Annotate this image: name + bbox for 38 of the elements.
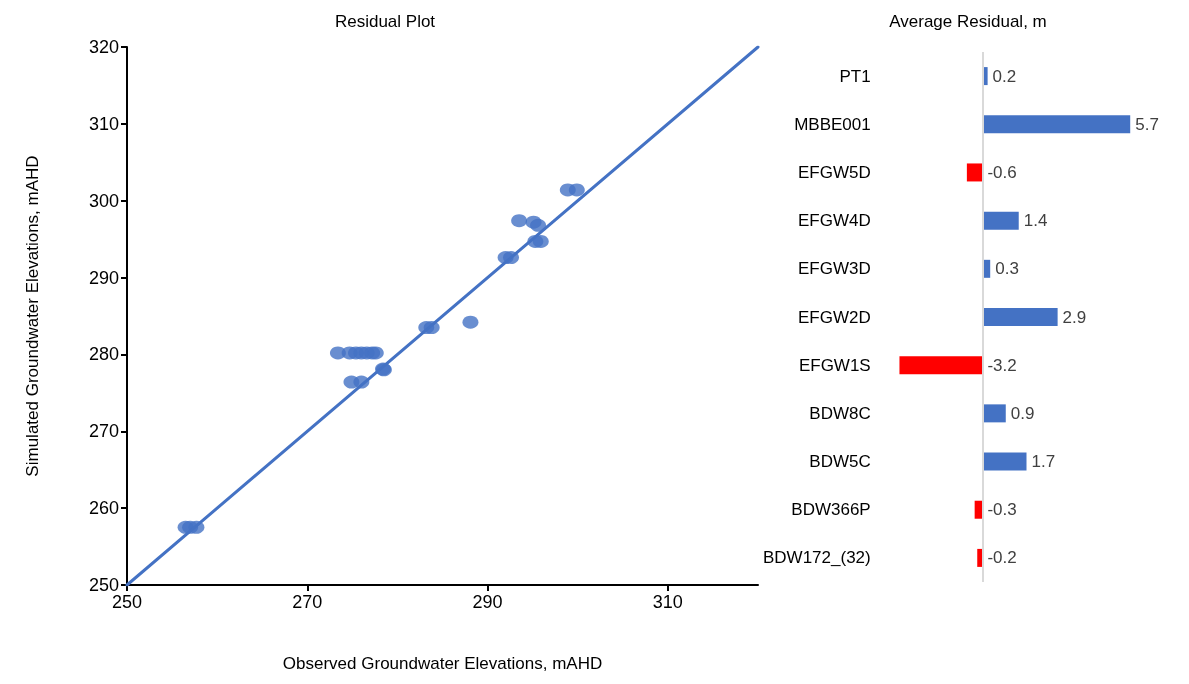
data-label: 0.2 — [992, 66, 1017, 86]
y-tick-label: 310 — [88, 113, 119, 134]
chart-title: Residual Plot — [334, 12, 436, 31]
x-tick-label: 250 — [111, 592, 143, 612]
y-tick-label: EFGW5D — [797, 162, 871, 182]
data-label: -0.3 — [987, 500, 1017, 520]
data-label: 0.3 — [995, 259, 1019, 279]
y-tick-label: EFGW3D — [797, 259, 871, 279]
y-tick-label: BDW366P — [791, 500, 871, 520]
y-tick-label: BDW5C — [809, 452, 871, 472]
y-tick-label: EFGW2D — [797, 307, 871, 327]
x-tick-label: 310 — [652, 592, 683, 612]
y-tick-label: 320 — [88, 37, 119, 57]
data-label: -0.6 — [987, 162, 1017, 182]
y-tick-label: EFGW4D — [797, 211, 871, 231]
y-tick-label: 280 — [88, 344, 119, 365]
data-label: 0.9 — [1010, 403, 1035, 423]
y-tick-label: 290 — [88, 267, 119, 288]
y-tick-label: 250 — [88, 575, 119, 595]
chart-title: Average Residual, m — [889, 12, 1047, 31]
y-tick-label: PT1 — [839, 66, 871, 86]
data-label: 5.7 — [1135, 114, 1159, 134]
data-label: 1.4 — [1023, 211, 1048, 231]
y-tick-label: BDW8C — [809, 403, 871, 423]
x-tick-label: 290 — [472, 592, 503, 612]
y-tick-label: MBBE001 — [794, 114, 871, 134]
data-label: -0.2 — [987, 548, 1017, 568]
data-label: 2.9 — [1062, 307, 1087, 327]
data-label: -3.2 — [987, 355, 1017, 375]
y-axis-title: Simulated Groundwater Elevations, mAHD — [23, 155, 42, 477]
y-tick-label: EFGW1S — [798, 355, 871, 375]
y-tick-label: 270 — [88, 421, 119, 442]
y-tick-label: BDW172_(32) — [762, 548, 871, 568]
data-label: 1.7 — [1031, 452, 1056, 472]
y-tick-label: 300 — [88, 190, 119, 211]
x-tick-label: 270 — [292, 592, 323, 612]
y-tick-label: 260 — [88, 498, 119, 519]
x-axis-title: Observed Groundwater Elevations, mAHD — [282, 654, 603, 673]
